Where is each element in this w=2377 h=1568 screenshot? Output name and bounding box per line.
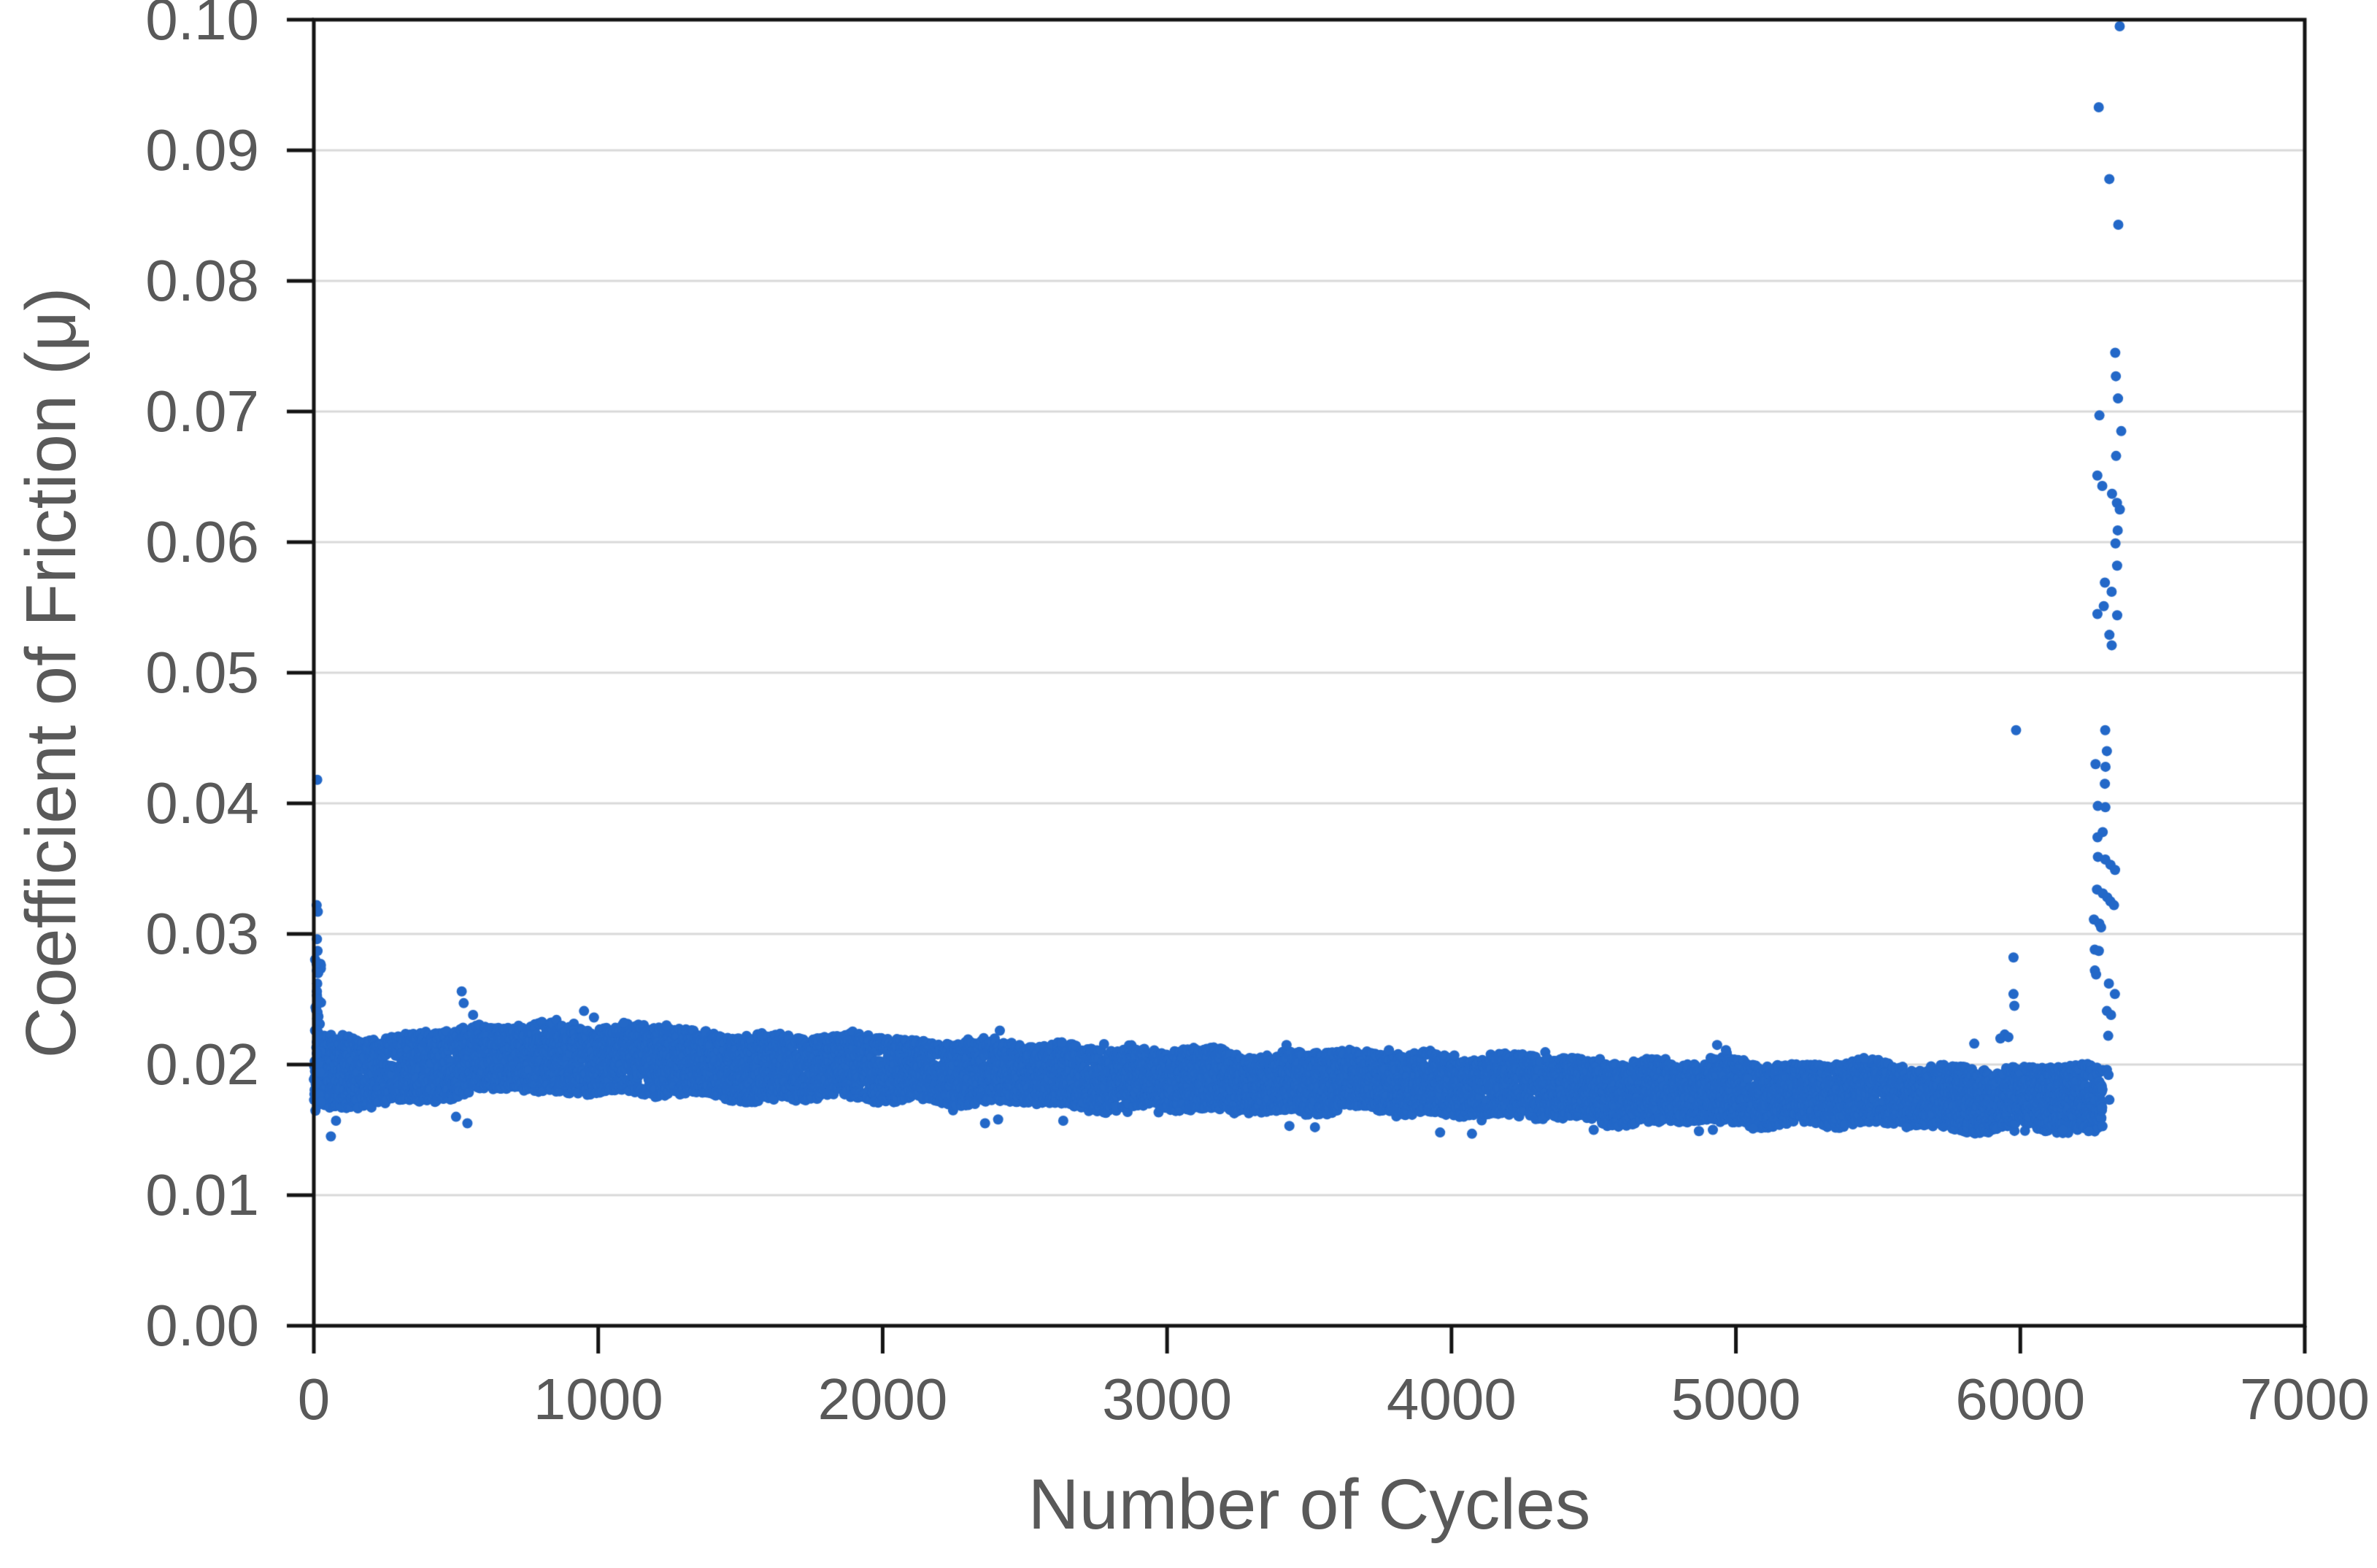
y-tick-label-0.09: 0.09: [145, 117, 259, 182]
x-tick-label-7000: 7000: [2240, 1367, 2370, 1432]
y-axis-title: Coefficient of Friction (μ): [11, 287, 90, 1059]
y-tick-label-0.07: 0.07: [145, 379, 259, 444]
y-tick-label-0.08: 0.08: [145, 248, 259, 313]
y-tick-label-0.06: 0.06: [145, 509, 259, 574]
y-tick-label-0.01: 0.01: [145, 1162, 259, 1227]
x-tick-label-0: 0: [297, 1367, 331, 1432]
x-tick-label-1000: 1000: [533, 1367, 663, 1432]
y-tick-label-0.05: 0.05: [145, 640, 259, 705]
x-tick-label-4000: 4000: [1386, 1367, 1517, 1432]
x-tick-label-3000: 3000: [1102, 1367, 1233, 1432]
x-tick-label-6000: 6000: [1955, 1367, 2086, 1432]
y-tick-label-0.00: 0.00: [145, 1293, 259, 1358]
y-tick-label-0.02: 0.02: [145, 1032, 259, 1097]
y-tick-label-0.04: 0.04: [145, 771, 259, 835]
x-tick-label-5000: 5000: [1671, 1367, 1801, 1432]
x-axis-title: Number of Cycles: [1028, 1464, 1591, 1544]
y-tick-label-0.03: 0.03: [145, 901, 259, 966]
y-tick-label-0.10: 0.10: [145, 0, 259, 52]
x-tick-label-2000: 2000: [817, 1367, 948, 1432]
